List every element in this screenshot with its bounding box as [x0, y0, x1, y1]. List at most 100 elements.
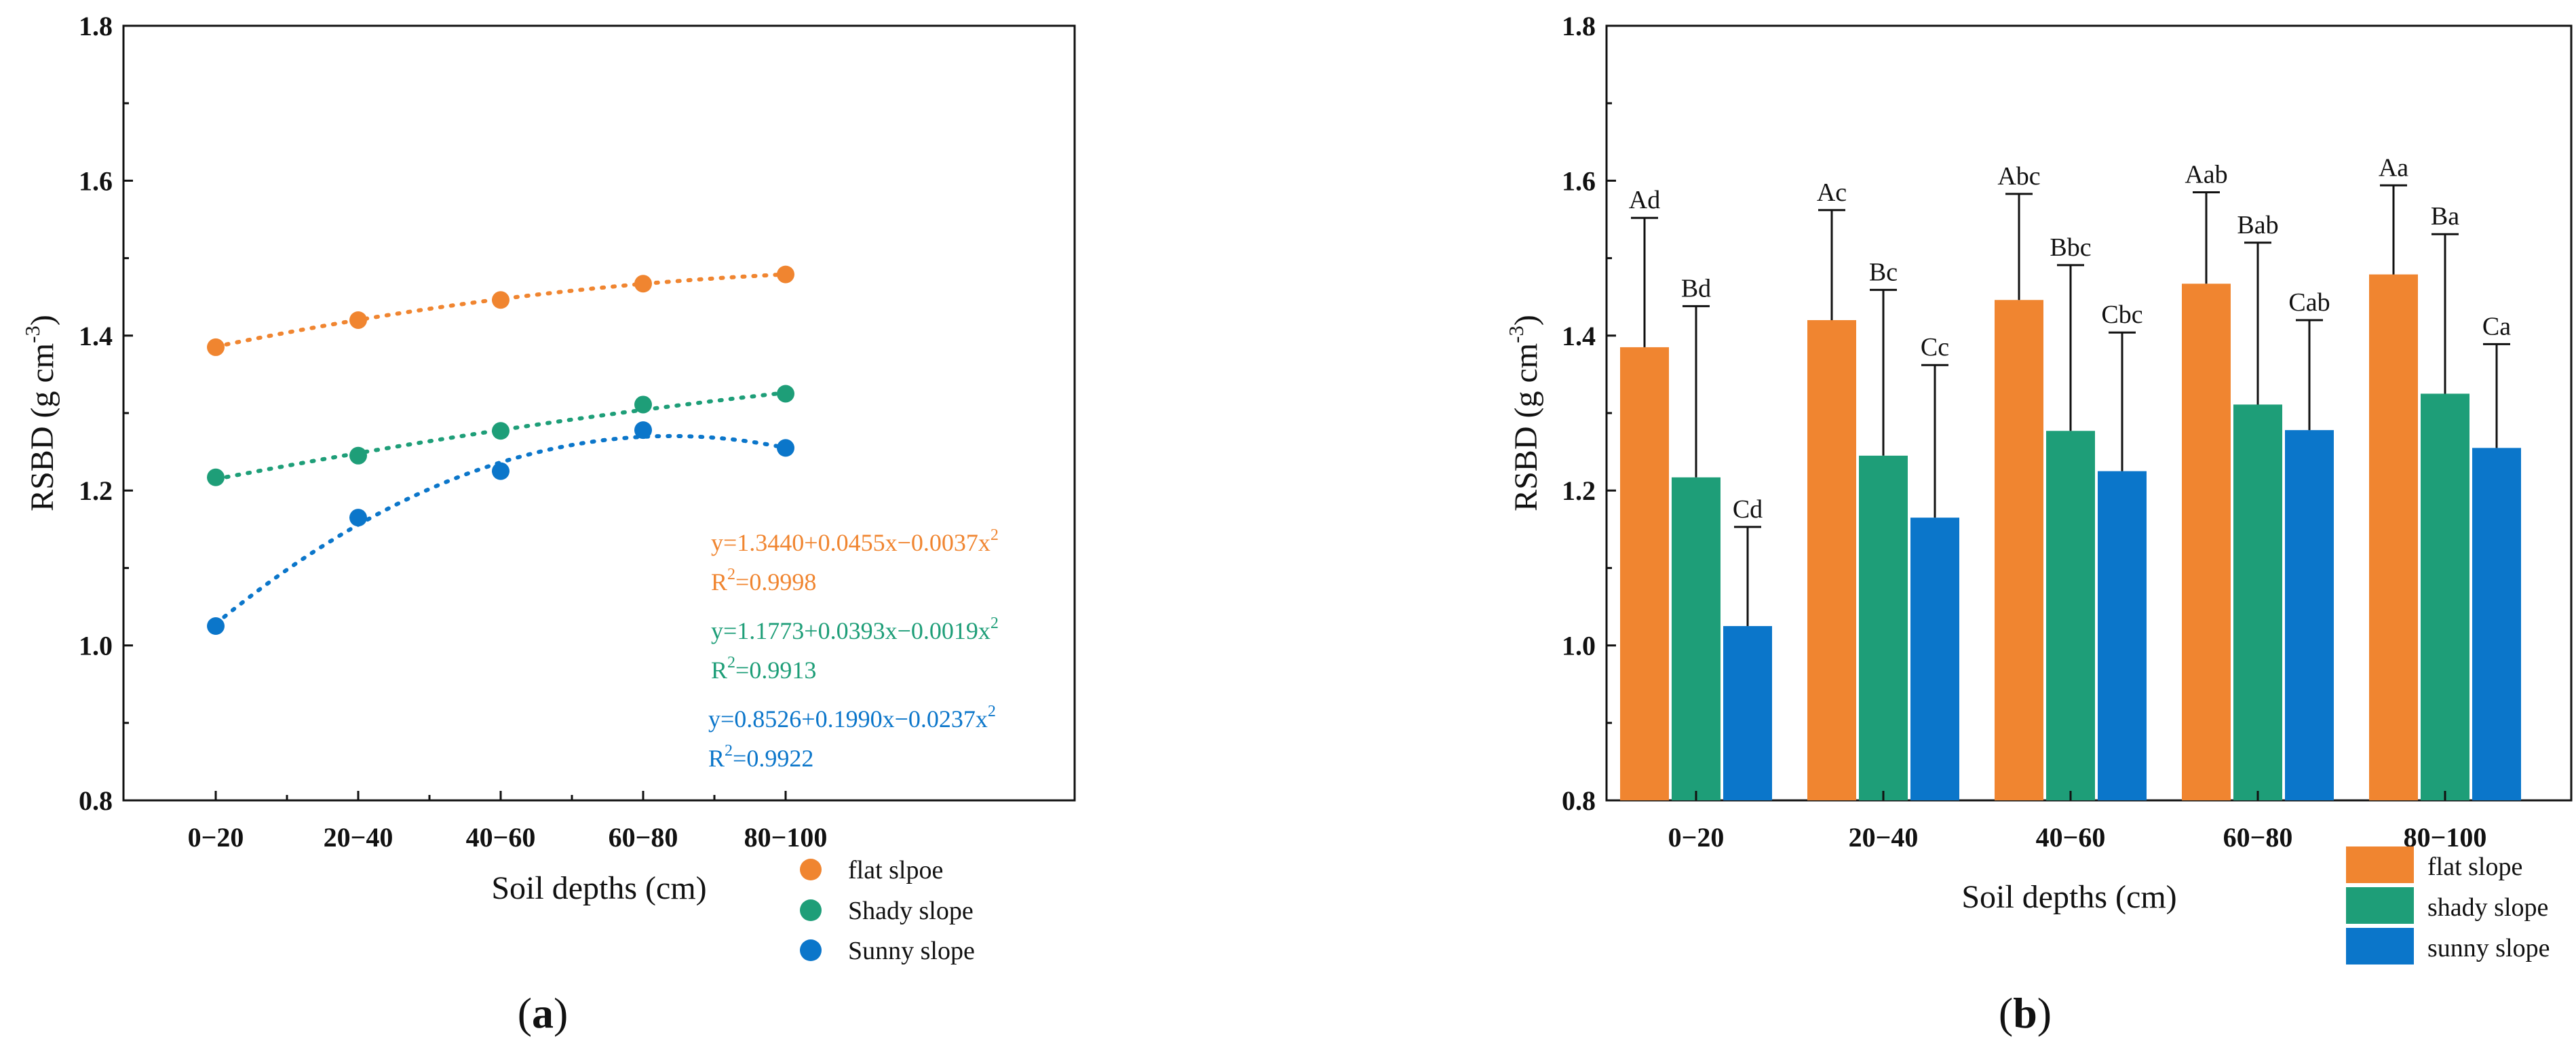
bar-shady	[2046, 431, 2095, 800]
data-point-flat	[777, 265, 794, 284]
panel-a-r2-sunny: R2=0.9922	[708, 742, 813, 772]
fit-curve-flat	[214, 272, 788, 349]
panel-b-y-tick-label: 1.8	[1562, 11, 1596, 41]
panel-a-y-tick-label: 1.4	[79, 321, 113, 351]
panel-b-y-tick-label: 0.8	[1562, 785, 1596, 816]
data-point-shady	[492, 422, 510, 440]
panel-a-r2-flat: R2=0.9998	[711, 566, 816, 596]
panel-a-x-tick-label: 0−20	[188, 822, 244, 853]
bar-flat	[1620, 347, 1669, 800]
bar-sunny	[1910, 518, 1959, 800]
significance-label-shady: Bbc	[2050, 233, 2091, 262]
data-point-flat	[492, 291, 510, 309]
panel-b-x-tick-label: 60−80	[2223, 822, 2293, 853]
legend-label-shady: Shady slope	[848, 897, 974, 925]
panel-a-legend: flat slpoe Shady slope Sunny slope	[800, 856, 975, 965]
panel-b-error-bars	[1631, 184, 2510, 627]
bar-sunny	[2472, 448, 2521, 800]
legend-marker-shady	[800, 899, 822, 921]
panel-b-x-tick-label: 40−60	[2036, 822, 2106, 853]
significance-label-shady: Ba	[2431, 202, 2459, 231]
panel-a-equation-sunny: y=0.8526+0.1990x−0.0237x2	[708, 703, 996, 733]
data-point-sunny	[349, 509, 367, 527]
significance-label-flat: Ac	[1817, 178, 1847, 207]
panel-b-x-tick-label: 80−100	[2404, 822, 2487, 853]
panel-b-bars	[1620, 274, 2521, 801]
significance-label-flat: Aab	[2185, 161, 2227, 189]
panel-b-y-tick-label: 1.6	[1562, 165, 1596, 196]
bar-flat	[2369, 274, 2418, 800]
panel-a-x-tick-label: 60−80	[609, 822, 678, 853]
panel-b-y-tick-label: 1.4	[1562, 321, 1596, 351]
panel-a-x-tick-label: 80−100	[744, 822, 828, 853]
panel-b-y-axis: 0.8 1.0 1.2 1.4 1.6 1.8	[1562, 11, 1616, 816]
panel-a-y-axis-title: RSBD (g cm-3)	[20, 315, 60, 511]
significance-label-shady: Bab	[2237, 211, 2278, 239]
bar-flat	[1807, 319, 1856, 801]
data-point-sunny	[777, 439, 794, 457]
data-point-sunny	[634, 421, 652, 440]
panel-b-legend: flat slope shady slope sunny slope	[2346, 846, 2550, 965]
bar-sunny	[2098, 471, 2147, 800]
data-point-flat	[349, 311, 367, 329]
panel-a-x-tick-label: 40−60	[466, 822, 536, 853]
panel-b-x-tick-label: 0−20	[1668, 822, 1725, 853]
legend-swatch-sunny	[2346, 928, 2414, 965]
panel-a-equation-shady: y=1.1773+0.0393x−0.0019x2	[711, 615, 999, 644]
data-point-shady	[777, 385, 794, 403]
legend-marker-flat	[800, 859, 822, 880]
panel-a-r2-shady: R2=0.9913	[711, 654, 816, 684]
significance-label-sunny: Ca	[2482, 312, 2511, 340]
significance-label-sunny: Cd	[1733, 495, 1763, 524]
legend-label-sunny: sunny slope	[2427, 934, 2550, 962]
panel-a-plot-frame	[122, 24, 1076, 802]
panel-a-fit-curves	[214, 272, 788, 626]
panel-b-y-tick-label: 1.0	[1562, 631, 1596, 661]
legend-label-shady: shady slope	[2427, 893, 2548, 922]
legend-label-sunny: Sunny slope	[848, 937, 975, 965]
bar-sunny	[2285, 430, 2334, 800]
panel-a-x-axis: 0−20 20−40 40−60 60−80 80−100	[188, 791, 828, 853]
panel-b-x-tick-label: 20−40	[1849, 822, 1919, 853]
fit-curve-shady	[214, 391, 788, 482]
panel-b-x-axis: 0−20 20−40 40−60 60−80 80−100	[1668, 791, 2487, 853]
data-point-flat	[634, 275, 652, 293]
panel-b-bar-chart: Ad Ac Abc Aab Aa Bd Bc Bbc Bab Ba Cd Cc Cbc Cab Ca 0.8…	[1504, 11, 2573, 1037]
panel-b-caption: (b)	[1999, 989, 2052, 1037]
significance-label-shady: Bd	[1681, 274, 1711, 303]
data-point-flat	[207, 338, 225, 356]
panel-a-caption: (a)	[518, 989, 569, 1037]
panel-a-y-axis: 0.8 1.0 1.2 1.4 1.6 1.8	[79, 11, 133, 816]
legend-swatch-shady	[2346, 887, 2414, 924]
bar-shady	[2233, 404, 2282, 800]
data-point-shady	[349, 446, 367, 465]
data-point-sunny	[492, 462, 510, 480]
legend-label-flat: flat slope	[2427, 853, 2522, 881]
bar-shady	[1672, 477, 1720, 800]
significance-label-flat: Ad	[1629, 186, 1660, 214]
bar-flat	[2182, 284, 2231, 800]
panel-a-y-tick-label: 1.2	[79, 475, 113, 506]
data-point-shady	[207, 468, 225, 486]
panel-a-equation-flat: y=1.3440+0.0455x−0.0037x2	[711, 526, 999, 556]
panel-a-y-tick-label: 1.0	[79, 631, 113, 661]
panel-a-y-tick-label: 1.6	[79, 165, 113, 196]
bar-flat	[1995, 300, 2043, 800]
significance-label-shady: Bc	[1869, 258, 1898, 286]
significance-label-flat: Aa	[2379, 153, 2408, 182]
data-point-sunny	[207, 617, 225, 636]
bar-shady	[1859, 455, 1908, 800]
panel-a-scatter-chart: 0.8 1.0 1.2 1.4 1.6 1.8 0−20 20−40 40−60 60−80 80…	[20, 11, 1076, 1037]
significance-label-sunny: Cc	[1921, 333, 1949, 362]
panel-a-y-tick-label: 0.8	[79, 785, 113, 816]
significance-label-sunny: Cbc	[2101, 300, 2142, 329]
panel-b-y-axis-title: RSBD (g cm-3)	[1504, 315, 1544, 511]
bar-sunny	[1723, 626, 1772, 800]
panel-a-data-points	[207, 265, 794, 636]
bar-shady	[2421, 393, 2469, 800]
significance-label-flat: Abc	[1997, 162, 2040, 191]
legend-label-flat: flat slpoe	[848, 856, 943, 884]
panel-b-x-axis-title: Soil depths (cm)	[1961, 879, 2176, 915]
panel-a-y-tick-label: 1.8	[79, 11, 113, 41]
